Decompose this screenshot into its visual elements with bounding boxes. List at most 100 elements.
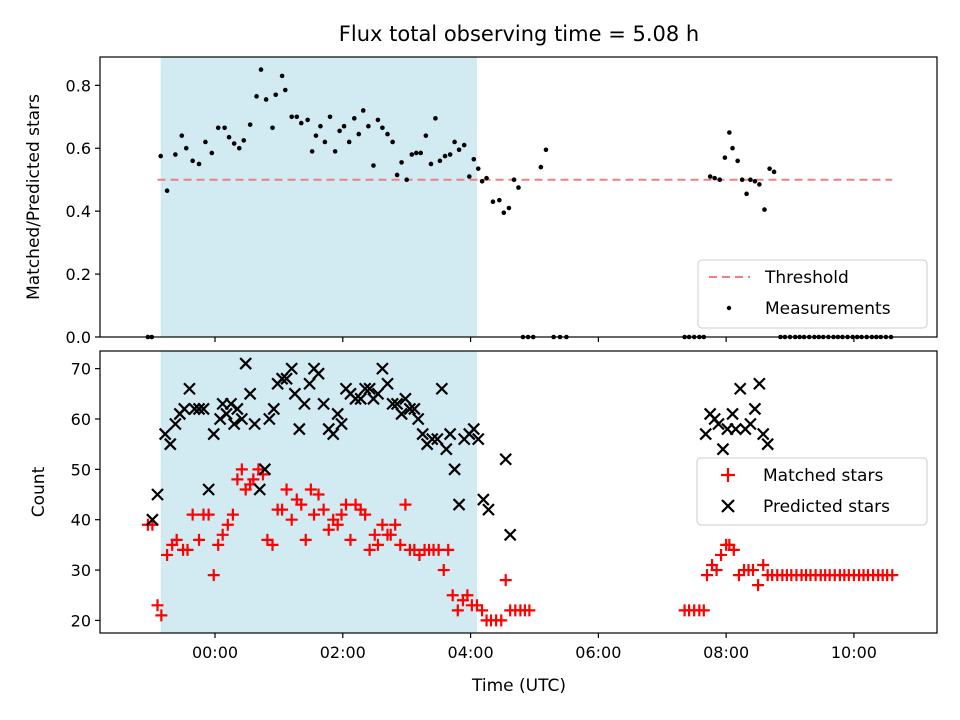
y-tick-label: 0.6 bbox=[66, 139, 91, 158]
predicted-stars-point bbox=[448, 463, 461, 476]
bottom-legend: Matched stars Predicted stars bbox=[696, 457, 928, 526]
x-tick-label: 06:00 bbox=[575, 643, 621, 662]
y-tick-label: 30 bbox=[71, 561, 91, 580]
chart-title: Flux total observing time = 5.08 h bbox=[339, 22, 699, 46]
matched-stars-point bbox=[207, 569, 220, 582]
y-tick-label: 0.2 bbox=[66, 265, 91, 284]
matched-stars-point bbox=[384, 528, 397, 541]
bottom-panel: 20 30 40 50 60 70 00:00 02:00 04:00 06:00 08:00 10… bbox=[29, 350, 938, 696]
matched-stars-series bbox=[141, 463, 899, 627]
measurement-point bbox=[739, 177, 745, 182]
matched-stars-point bbox=[226, 508, 239, 521]
matched-stars-point bbox=[193, 533, 206, 546]
predicted-stars-point bbox=[376, 362, 389, 375]
measurement-point bbox=[433, 116, 438, 121]
predicted-stars-point bbox=[390, 397, 404, 411]
measurement-point bbox=[196, 161, 202, 167]
measurement-point bbox=[475, 166, 481, 171]
predicted-stars-point bbox=[220, 407, 233, 421]
top-legend-box bbox=[697, 259, 928, 329]
y-tick-label: 0.8 bbox=[66, 76, 91, 95]
measurement-point bbox=[757, 182, 762, 187]
bottom-y-ticks: 20 30 40 50 60 70 bbox=[71, 360, 100, 630]
measurement-point bbox=[254, 94, 259, 99]
matched-stars-point bbox=[202, 508, 215, 521]
legend-matched-swatch bbox=[721, 468, 735, 482]
y-tick-label: 70 bbox=[71, 360, 91, 379]
bottom-axes-frame bbox=[99, 350, 938, 634]
measurement-point bbox=[484, 175, 489, 181]
measurement-point bbox=[506, 205, 512, 211]
measurement-point bbox=[289, 114, 294, 120]
predicted-stars-point bbox=[363, 382, 376, 396]
matched-stars-point bbox=[886, 569, 899, 582]
measurement-point bbox=[479, 178, 485, 184]
predicted-stars-point bbox=[263, 412, 276, 426]
measurement-point bbox=[717, 177, 723, 182]
measurement-point bbox=[394, 172, 400, 178]
matched-stars-point bbox=[746, 564, 759, 577]
measurements-series bbox=[145, 67, 894, 340]
matched-stars-point bbox=[266, 538, 279, 551]
measurement-point bbox=[318, 123, 323, 129]
top-legend: Threshold Measurements bbox=[697, 259, 928, 329]
predicted-stars-point bbox=[326, 427, 340, 441]
matched-stars-point bbox=[710, 564, 723, 577]
predicted-stars-point bbox=[288, 387, 302, 401]
matched-stars-point bbox=[359, 508, 372, 521]
predicted-stars-point bbox=[467, 422, 481, 436]
matched-stars-point bbox=[322, 523, 335, 536]
measurement-point bbox=[752, 178, 758, 184]
matched-stars-point bbox=[317, 503, 330, 516]
measurement-point bbox=[516, 185, 521, 190]
predicted-stars-point bbox=[169, 417, 182, 431]
measurement-point bbox=[309, 149, 315, 154]
y-tick-label: 0.4 bbox=[66, 202, 91, 221]
measurement-point bbox=[356, 131, 362, 137]
measurement-point bbox=[270, 125, 275, 131]
measurement-point bbox=[215, 125, 221, 131]
predicted-stars-point bbox=[331, 407, 344, 421]
predicted-stars-point bbox=[197, 402, 210, 416]
matched-stars-point bbox=[299, 533, 312, 546]
matched-stars-point bbox=[285, 513, 298, 526]
predicted-stars-point bbox=[503, 528, 517, 542]
matched-stars-point bbox=[212, 538, 225, 551]
matched-stars-point bbox=[376, 518, 389, 531]
predicted-stars-point bbox=[258, 463, 272, 476]
measurement-point bbox=[418, 150, 424, 156]
bottom-x-ticks: 00:00 02:00 04:00 06:00 08:00 10:00 bbox=[192, 633, 877, 662]
matched-stars-point bbox=[151, 599, 164, 612]
measurement-point bbox=[236, 145, 242, 151]
matched-stars-point bbox=[335, 508, 348, 521]
predicted-stars-point bbox=[753, 377, 766, 391]
x-tick-label: 08:00 bbox=[703, 643, 749, 662]
matched-stars-point bbox=[221, 518, 234, 531]
legend-matched-label: Matched stars bbox=[763, 466, 883, 486]
measurement-point bbox=[327, 114, 333, 120]
measurement-point bbox=[322, 139, 328, 145]
measurement-point bbox=[226, 134, 232, 140]
matched-stars-point bbox=[442, 543, 455, 556]
legend-predicted-swatch bbox=[721, 499, 735, 513]
predicted-stars-point bbox=[253, 483, 267, 496]
measurement-point bbox=[467, 174, 472, 179]
predicted-stars-point bbox=[202, 483, 215, 496]
predicted-stars-point bbox=[386, 397, 399, 411]
predicted-stars-point bbox=[395, 407, 408, 421]
predicted-stars-point bbox=[435, 382, 449, 396]
predicted-stars-point bbox=[280, 372, 293, 385]
predicted-stars-point bbox=[761, 437, 774, 451]
predicted-stars-point bbox=[381, 377, 394, 391]
predicted-stars-point bbox=[298, 397, 311, 411]
top-shaded-interval bbox=[160, 57, 477, 337]
predicted-stars-point bbox=[303, 377, 316, 391]
predicted-stars-point bbox=[712, 417, 725, 431]
measurement-point bbox=[471, 156, 477, 162]
matched-stars-point bbox=[394, 538, 407, 551]
predicted-stars-point bbox=[729, 422, 743, 436]
measurement-point bbox=[404, 177, 409, 182]
matched-stars-point bbox=[304, 483, 317, 496]
predicted-stars-point bbox=[756, 427, 770, 441]
